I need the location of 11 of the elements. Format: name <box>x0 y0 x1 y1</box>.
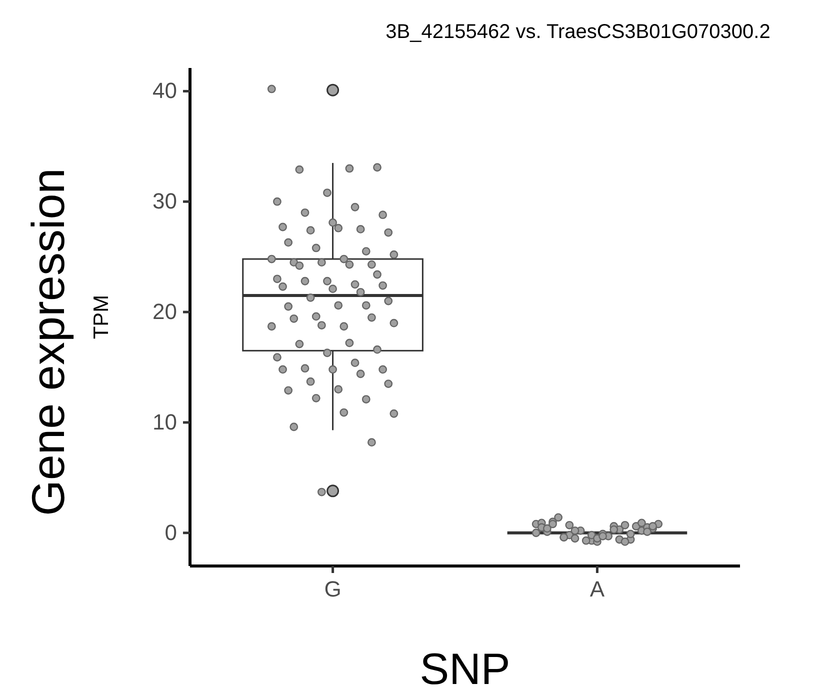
y-tick-label: 30 <box>152 188 177 214</box>
y-tick-label: 20 <box>152 299 177 324</box>
y-tick-label: 0 <box>164 520 177 545</box>
y-tick-label: 10 <box>152 409 177 434</box>
x-tick-label: A <box>590 576 605 602</box>
y-axis-title: TPM <box>90 294 113 340</box>
chart-title: 3B_42155462 vs. TraesCS3B01G070300.2 <box>386 21 770 43</box>
y-tick-label: 40 <box>152 78 177 104</box>
text: Gene expression <box>22 168 74 516</box>
x-tick-label: G <box>324 576 342 602</box>
x-axis-title: SNP <box>420 645 510 694</box>
